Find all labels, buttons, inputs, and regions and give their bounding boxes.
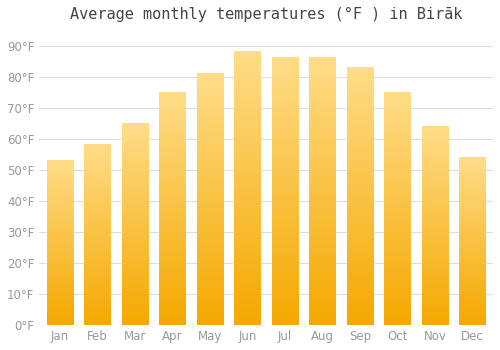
Title: Average monthly temperatures (°F ) in Birāk: Average monthly temperatures (°F ) in Bi… bbox=[70, 7, 462, 22]
